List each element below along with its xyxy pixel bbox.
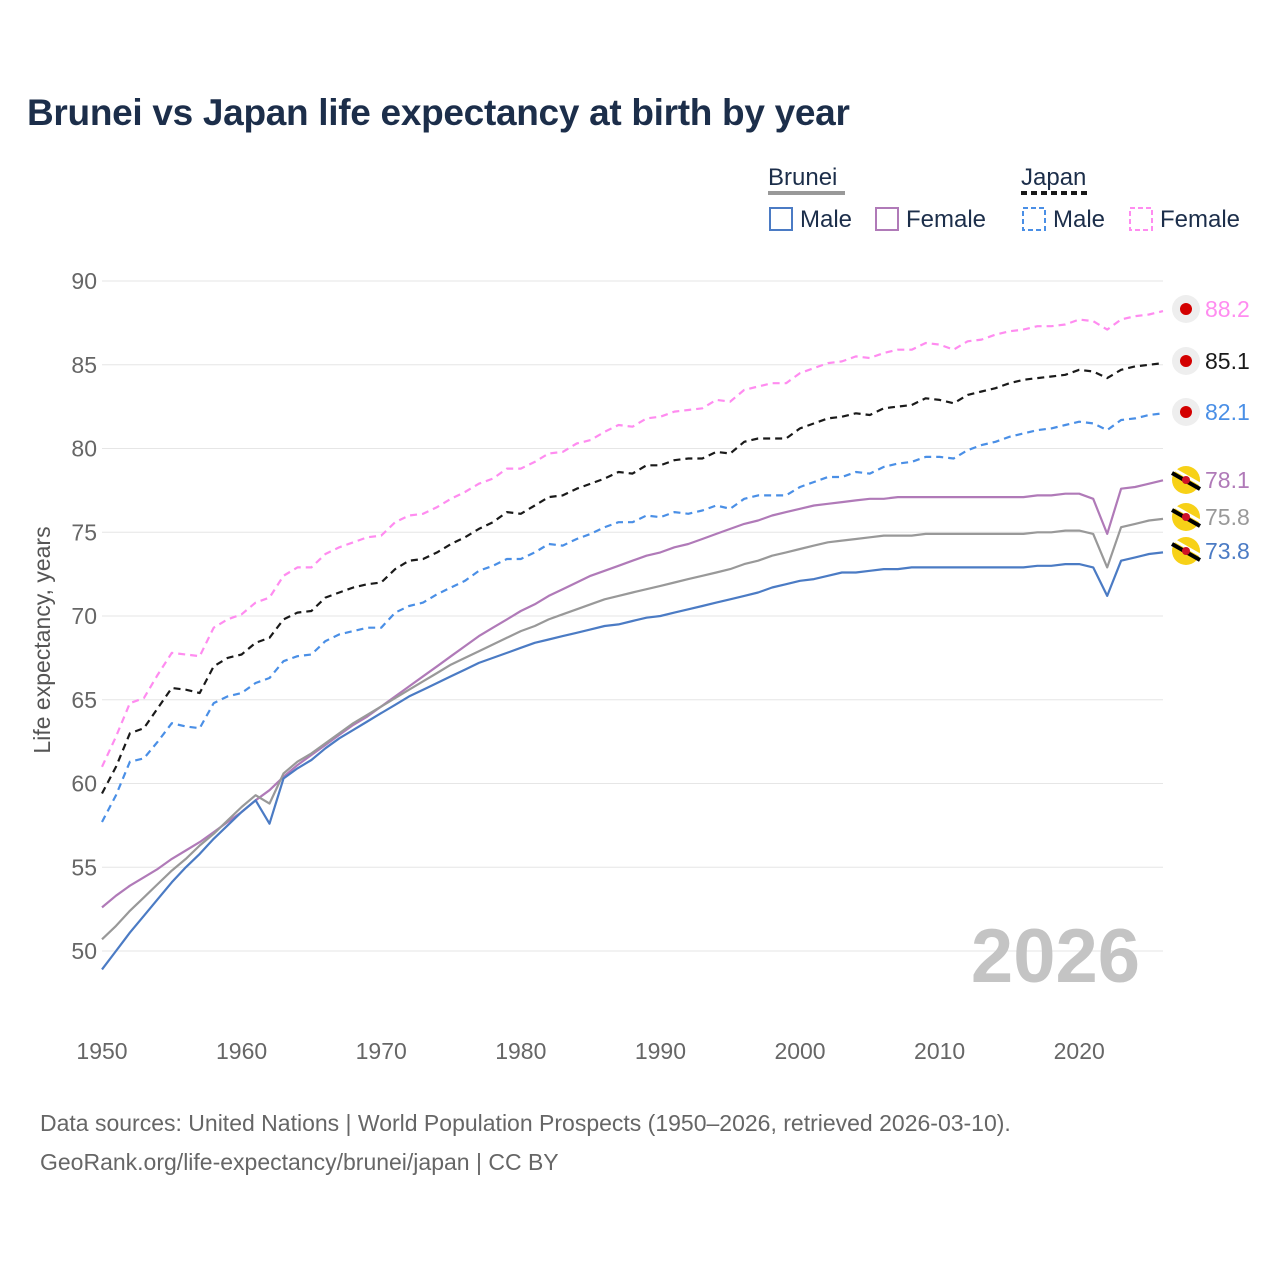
x-tick-label: 1980	[495, 1038, 546, 1064]
x-tick-label: 1950	[76, 1038, 127, 1064]
end-markers: 88.2 85.1 82.1 78.1 75.8 73.8	[1171, 295, 1250, 565]
y-axis-ticks: 50 55 60 65 70 75 80 85 90	[71, 268, 97, 964]
x-tick-label: 1970	[356, 1038, 407, 1064]
x-tick-label: 1990	[635, 1038, 686, 1064]
x-tick-label: 2010	[914, 1038, 965, 1064]
y-tick-label: 55	[71, 854, 97, 880]
brunei-flag-crest	[1182, 476, 1190, 484]
end-label-japan-total: 85.1	[1205, 348, 1250, 374]
legend-label-japan-female: Female	[1160, 206, 1240, 233]
series-line-japan-female	[101, 310, 1164, 768]
y-tick-label: 90	[71, 268, 97, 294]
y-tick-label: 60	[71, 771, 97, 797]
footer-sources: Data sources: United Nations | World Pop…	[40, 1110, 1011, 1136]
end-label-brunei-total: 75.8	[1205, 504, 1250, 530]
brunei-flag-crest	[1182, 513, 1190, 521]
series-line-japan-male	[101, 412, 1164, 823]
y-axis-label: Life expectancy, years	[29, 526, 55, 753]
chart-title: Brunei vs Japan life expectancy at birth…	[27, 92, 850, 133]
y-tick-label: 80	[71, 436, 97, 462]
series-lines	[101, 310, 1164, 971]
legend-swatch-brunei-male	[769, 207, 793, 231]
year-watermark: 2026	[971, 914, 1140, 999]
footer: Data sources: United Nations | World Pop…	[40, 1104, 1011, 1182]
legend-swatch-japan-male	[1022, 207, 1046, 231]
legend-group-brunei: Brunei	[768, 164, 837, 191]
legend-label-brunei-male: Male	[800, 206, 852, 233]
legend-label-brunei-female: Female	[906, 206, 986, 233]
end-label-japan-male: 82.1	[1205, 399, 1250, 425]
end-label-brunei-male: 73.8	[1205, 538, 1250, 564]
x-tick-label: 1960	[216, 1038, 267, 1064]
x-tick-label: 2020	[1054, 1038, 1105, 1064]
brunei-flag-crest	[1182, 547, 1190, 555]
x-tick-label: 2000	[774, 1038, 825, 1064]
japan-flag-disc	[1180, 406, 1192, 418]
legend-swatch-brunei-female	[875, 207, 899, 231]
japan-flag-disc	[1180, 355, 1192, 367]
y-tick-label: 85	[71, 352, 97, 378]
series-line-brunei-female	[101, 479, 1164, 909]
gridlines	[102, 280, 1163, 952]
japan-flag-disc	[1180, 303, 1192, 315]
end-label-japan-female: 88.2	[1205, 296, 1250, 322]
series-line-brunei-male	[101, 551, 1164, 971]
legend-swatch-japan-female	[1129, 207, 1153, 231]
legend-label-japan-male: Male	[1053, 206, 1105, 233]
x-axis-ticks: 1950 1960 1970 1980 1990 2000 2010 2020	[76, 1038, 1104, 1064]
footer-attribution: GeoRank.org/life-expectancy/brunei/japan…	[40, 1149, 559, 1175]
series-line-japan-total	[101, 362, 1164, 795]
end-label-brunei-female: 78.1	[1205, 467, 1250, 493]
y-tick-label: 70	[71, 603, 97, 629]
legend: Brunei Japan Male Female Male Female	[768, 164, 1240, 233]
legend-group-japan: Japan	[1021, 164, 1086, 191]
y-tick-label: 75	[71, 519, 97, 545]
y-tick-label: 65	[71, 687, 97, 713]
y-tick-label: 50	[71, 938, 97, 964]
series-line-brunei-total	[101, 517, 1164, 941]
